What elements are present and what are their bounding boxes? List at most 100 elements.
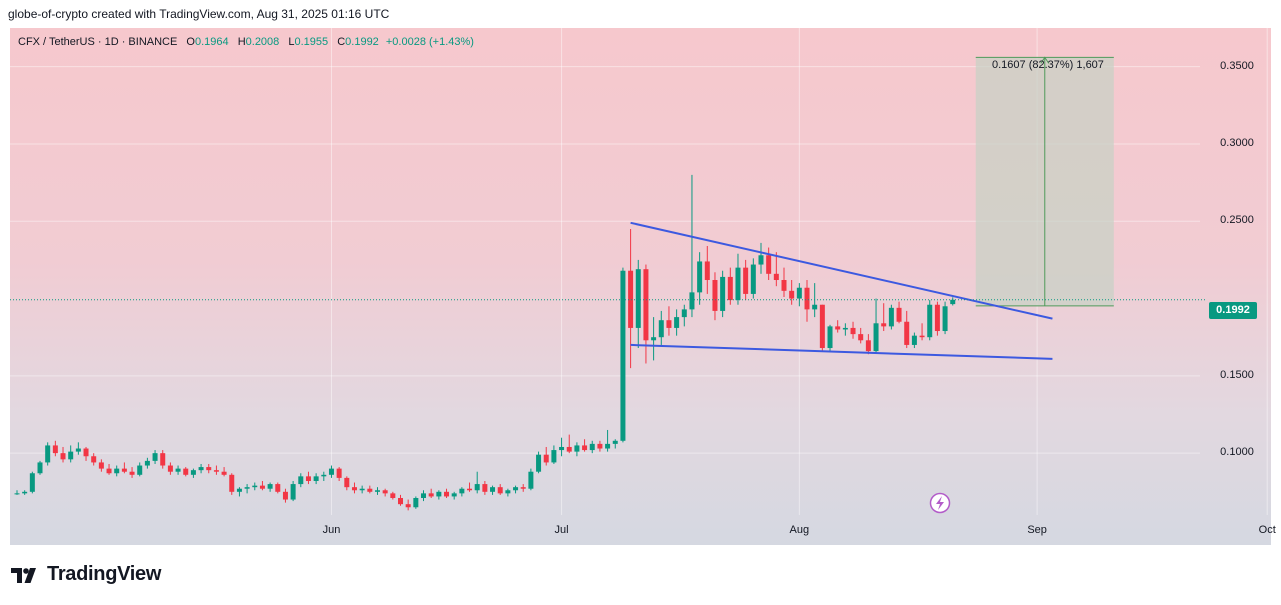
candle-body	[681, 309, 687, 318]
candle-body	[704, 261, 710, 281]
candle-body	[121, 468, 127, 472]
lightning-icon[interactable]	[929, 492, 951, 514]
candle-body	[213, 470, 219, 472]
candle	[704, 245, 710, 294]
price-tick-label: 0.3000	[1220, 136, 1254, 149]
candle	[520, 484, 526, 492]
candle-body	[152, 453, 158, 461]
candle	[474, 471, 480, 494]
candle-body	[635, 269, 641, 328]
candle-body	[336, 468, 342, 478]
candle	[390, 491, 396, 500]
candle-body	[551, 450, 557, 463]
candle	[528, 468, 534, 491]
candle	[559, 437, 565, 457]
candle-body	[167, 465, 173, 472]
candle-body	[543, 454, 549, 463]
candle	[428, 488, 434, 498]
candle-body	[467, 488, 473, 491]
candle	[712, 272, 718, 321]
candle	[144, 457, 150, 469]
candle-body	[505, 490, 511, 494]
candle-body	[942, 306, 948, 332]
candle	[83, 446, 89, 461]
candle	[566, 434, 572, 454]
symbol-title[interactable]: CFX / TetherUS · 1D · BINANCE	[18, 36, 178, 48]
time-tick-label: Oct	[1258, 524, 1276, 536]
candle-body	[390, 493, 396, 498]
candle	[405, 499, 411, 511]
candle	[574, 442, 580, 457]
candle	[229, 473, 235, 495]
candle	[152, 450, 158, 464]
candle	[321, 471, 327, 481]
candle-body	[666, 320, 672, 328]
candle-body	[413, 497, 419, 508]
candle-body	[14, 493, 20, 495]
candle-body	[22, 491, 28, 494]
candle	[827, 324, 833, 352]
candle	[367, 485, 373, 494]
candle-body	[865, 340, 871, 352]
candle	[505, 488, 511, 497]
candle-body	[720, 276, 726, 311]
candle	[421, 490, 427, 502]
candle	[444, 488, 450, 498]
candle	[881, 303, 887, 332]
candle	[689, 174, 695, 318]
candle-body	[137, 465, 143, 475]
candle-body	[451, 493, 457, 497]
candle	[137, 462, 143, 477]
candle	[29, 471, 35, 494]
candle-body	[114, 468, 120, 474]
candle	[620, 267, 626, 443]
candle	[804, 280, 810, 322]
candle	[467, 482, 473, 492]
candle-body	[513, 487, 519, 491]
candle	[536, 451, 542, 474]
candle-body	[927, 304, 933, 338]
candle-body	[321, 474, 327, 477]
price-tick-label: 0.1500	[1220, 368, 1254, 381]
change-value: +0.0028 (+1.43%)	[385, 36, 474, 48]
candle	[206, 463, 212, 474]
candle	[490, 485, 496, 495]
candle-body	[950, 299, 956, 305]
candle-body	[91, 456, 97, 463]
candle-body	[290, 484, 296, 500]
candle-body	[651, 337, 657, 341]
candle	[934, 301, 940, 336]
price-tick-label: 0.3500	[1220, 59, 1254, 72]
candle-body	[850, 327, 856, 335]
candle	[451, 491, 457, 500]
measure-arrow-head	[1040, 56, 1050, 64]
candle	[697, 252, 703, 305]
candle-body	[328, 468, 334, 475]
candle-body	[589, 443, 595, 451]
candle	[198, 463, 204, 474]
candle-body	[835, 326, 841, 330]
tradingview-logo-icon	[11, 567, 36, 583]
candle-body	[444, 491, 450, 497]
candle	[781, 267, 787, 298]
candle	[52, 440, 58, 457]
candle	[789, 280, 795, 305]
tradingview-brand[interactable]: TradingView	[11, 563, 161, 586]
candle	[819, 304, 825, 352]
candle	[720, 270, 726, 318]
candle-body	[351, 487, 357, 491]
candle	[45, 442, 51, 466]
candle-body	[175, 468, 181, 472]
candle-body	[68, 451, 74, 460]
candle	[658, 310, 664, 345]
candle	[252, 482, 258, 491]
candle	[865, 334, 871, 355]
candle-body	[75, 448, 81, 452]
close-value: 0.1992	[345, 36, 379, 48]
candle-body	[697, 261, 703, 293]
candle	[942, 301, 948, 335]
candle-body	[359, 488, 365, 491]
candle-body	[873, 323, 879, 352]
candle-body	[497, 487, 503, 494]
